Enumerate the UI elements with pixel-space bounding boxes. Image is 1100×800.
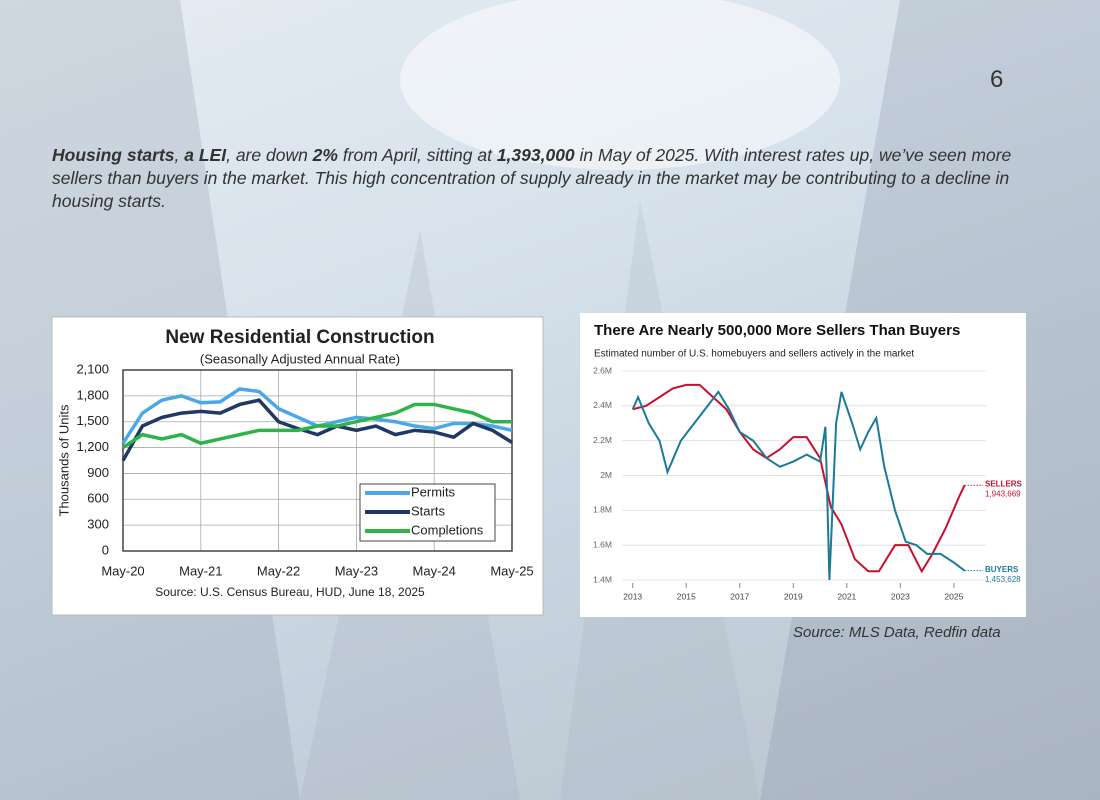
y-tick-label: 2,100 — [76, 361, 109, 376]
x-tick-label: 2025 — [944, 591, 963, 601]
line-series — [632, 383, 966, 574]
y-axis-label: Thousands of Units — [56, 404, 71, 517]
y-tick-label: 2M — [600, 470, 612, 480]
y-tick-label: 300 — [87, 517, 109, 532]
line-series — [122, 402, 512, 450]
end-label-name: BUYERS — [985, 565, 1019, 574]
y-tick-label: 1,800 — [76, 387, 109, 402]
chart-frame — [580, 313, 1026, 617]
end-value-label: 1,943,669 — [985, 489, 1021, 498]
x-tick-label: 2013 — [623, 591, 642, 601]
x-tick-label: May-20 — [101, 563, 144, 578]
x-tick-label: May-22 — [257, 563, 300, 578]
paragraph-text: , are down — [226, 145, 313, 165]
y-tick-label: 1,500 — [76, 413, 109, 428]
end-label-name: SELLERS — [985, 479, 1023, 488]
legend-label: Starts — [411, 503, 445, 518]
y-tick-label: 2.4M — [593, 400, 612, 410]
chart-frame — [51, 316, 544, 616]
x-tick-label: 2017 — [730, 591, 749, 601]
page-number: 6 — [990, 66, 1004, 93]
source-note: Source: MLS Data, Redfin data — [793, 624, 1001, 641]
chart-subtitle: Estimated number of U.S. homebuyers and … — [594, 349, 914, 360]
paragraph-text: 1,393,000 — [496, 145, 575, 165]
paragraph-text: a LEI — [184, 145, 227, 165]
y-tick-label: 900 — [87, 465, 109, 480]
x-tick-label: 2019 — [784, 591, 803, 601]
x-tick-label: 2021 — [837, 591, 856, 601]
x-tick-label: May-24 — [413, 563, 456, 578]
paragraph: Housing starts, a LEI, are down 2% from … — [52, 144, 1062, 213]
x-tick-label: May-25 — [490, 563, 533, 578]
x-tick-label: 2023 — [891, 591, 910, 601]
y-tick-label: 2.6M — [593, 365, 612, 375]
paragraph-text: 2% — [312, 145, 338, 165]
chart-title: New Residential Construction — [165, 327, 434, 348]
y-tick-label: 1.6M — [593, 539, 612, 549]
x-tick-label: May-23 — [335, 563, 378, 578]
legend-label: Permits — [411, 484, 456, 499]
paragraph-text: from April, sitting at — [337, 145, 497, 165]
paragraph-text: in May of 2025. With interest rates up, … — [52, 145, 1012, 211]
paragraph-text: Housing starts — [52, 145, 175, 165]
end-value-label: 1,453,628 — [985, 575, 1021, 584]
y-tick-label: 0 — [102, 542, 109, 557]
line-series — [121, 398, 513, 462]
y-tick-label: 1,200 — [76, 439, 109, 454]
y-tick-label: 1.4M — [593, 574, 612, 584]
x-tick-label: 2015 — [677, 591, 696, 601]
x-tick-label: May-21 — [179, 563, 222, 578]
chart-title: There Are Nearly 500,000 More Sellers Th… — [594, 322, 960, 339]
source: Source: U.S. Census Bureau, HUD, June 18… — [155, 585, 425, 599]
legend-label: Completions — [411, 522, 484, 537]
y-tick-label: 1.8M — [593, 505, 612, 515]
line-series — [631, 390, 966, 581]
y-tick-label: 2.2M — [593, 435, 612, 445]
chart-subtitle: (Seasonally Adjusted Annual Rate) — [200, 351, 400, 366]
y-tick-label: 600 — [87, 491, 109, 506]
paragraph-text: , — [174, 145, 185, 165]
